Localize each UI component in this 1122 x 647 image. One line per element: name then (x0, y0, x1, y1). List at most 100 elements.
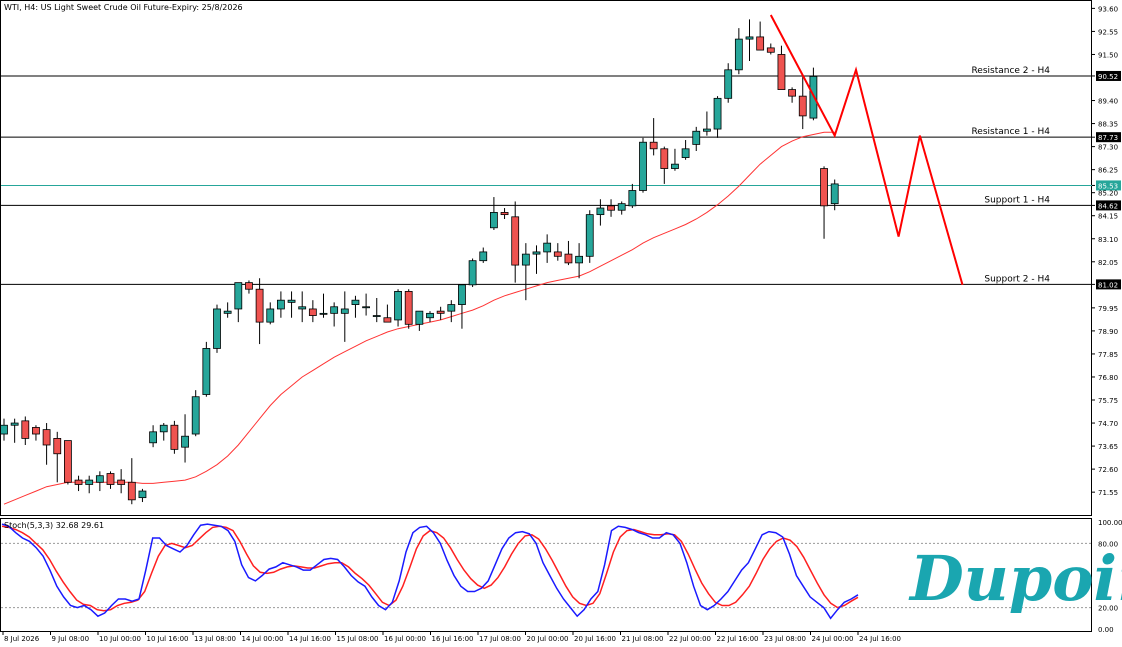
price-tick-label: 89.40 (1098, 98, 1118, 106)
time-tick-label: 20 Jul 00:00 (527, 635, 569, 643)
candle-body (617, 203, 626, 211)
stochastic-layer: 100.00 80.00 20.00 0.00 (1, 519, 1122, 634)
candle-body (10, 422, 19, 426)
candle-body (330, 306, 339, 314)
candle (521, 243, 530, 301)
candle (159, 423, 168, 441)
candle (106, 471, 115, 489)
candle (127, 458, 136, 505)
candle (660, 146, 669, 184)
candle-body (170, 424, 179, 450)
candle (511, 201, 520, 283)
candle-body (436, 310, 445, 314)
price-tick-label: 92.55 (1098, 28, 1118, 36)
time-tick-label: 8 Jul 2026 (4, 635, 40, 643)
price-tag-label: 87.73 (1098, 134, 1118, 142)
candle-body (649, 141, 658, 150)
candle-body (415, 310, 424, 325)
candle (170, 420, 179, 454)
logo-text: Dupoin (908, 542, 1122, 615)
level-label: Resistance 2 - H4 (971, 66, 1050, 76)
candle-body (138, 490, 147, 499)
candle-body (628, 190, 637, 207)
candle (10, 418, 19, 443)
candle-body (585, 214, 594, 257)
candle (191, 390, 200, 437)
candle-body (362, 306, 371, 309)
candle (255, 278, 264, 345)
price-tag (1096, 279, 1121, 290)
candle-body (575, 255, 583, 264)
candle (319, 293, 328, 318)
price-tick-label: 91.50 (1098, 51, 1118, 59)
level-label: Support 2 - H4 (984, 274, 1050, 284)
candle-body (276, 299, 285, 310)
candle-body (394, 291, 402, 321)
candle-body (64, 440, 72, 483)
candles-layer (1, 19, 839, 505)
time-tick-label: 14 Jul 16:00 (289, 635, 331, 643)
candle (681, 140, 690, 160)
price-tag (1096, 132, 1121, 143)
main-panel-frame (0, 0, 1092, 516)
candle-body (479, 251, 488, 262)
candle (362, 293, 371, 316)
candle (734, 28, 743, 75)
stoch-main-line (1, 523, 859, 620)
candle-body (298, 306, 307, 310)
candle (149, 425, 158, 448)
stoch-signal-line (1, 525, 859, 612)
candle (181, 414, 189, 463)
price-tick-label: 93.60 (1098, 5, 1118, 13)
time-tick-label: 13 Jul 08:00 (194, 635, 236, 643)
candle (649, 118, 658, 156)
candle-body (42, 429, 51, 446)
time-tick-label: 10 Jul 16:00 (147, 635, 189, 643)
candle (628, 183, 637, 209)
candle (703, 111, 711, 136)
time-tick-label: 15 Jul 08:00 (337, 635, 379, 643)
candle-body (117, 479, 126, 485)
candle-body (159, 424, 168, 433)
candle-body (489, 212, 498, 229)
price-tick-label: 73.65 (1098, 443, 1118, 451)
candle-body (255, 288, 264, 323)
stoch-panel-frame (0, 518, 1092, 632)
candle (777, 45, 786, 90)
projection-layer (769, 14, 964, 286)
candle (745, 19, 754, 62)
candle-body (543, 242, 552, 253)
candle (639, 137, 647, 193)
price-tick-label: 83.10 (1098, 236, 1118, 244)
price-tick-label: 77.85 (1098, 351, 1118, 359)
candle (53, 431, 62, 483)
candle-body (53, 438, 62, 455)
candle (500, 208, 509, 220)
time-axis[interactable]: 8 Jul 2026 9 Jul 08:00 10 Jul 00:00 10 Jul … (2, 632, 901, 643)
candle (351, 295, 360, 318)
candle-body (756, 36, 765, 51)
candle-body (149, 431, 158, 444)
candle (298, 291, 307, 323)
price-tick-label: 78.90 (1098, 328, 1118, 336)
candle-body (426, 312, 434, 319)
time-tick-label: 10 Jul 00:00 (99, 635, 141, 643)
candle-body (777, 54, 786, 90)
candle-body (32, 427, 40, 435)
candle (383, 304, 392, 323)
level-label: Support 1 - H4 (984, 195, 1050, 205)
candle-body (191, 396, 200, 435)
time-tick-label: 24 Jul 00:00 (812, 635, 854, 643)
candle (436, 306, 445, 320)
price-tag-label: 84.62 (1098, 202, 1118, 210)
candle (724, 63, 733, 103)
candle-body (820, 168, 828, 207)
dupoin-logo: Dupoin (908, 542, 1122, 615)
candle (404, 289, 413, 329)
price-axis[interactable]: 93.60 92.55 91.50 90.52 89.40 88.35 87.73 87.30… (1092, 5, 1121, 497)
candle (479, 247, 488, 263)
candle-body (223, 310, 232, 314)
candle-body (564, 253, 573, 264)
candle (138, 488, 147, 503)
